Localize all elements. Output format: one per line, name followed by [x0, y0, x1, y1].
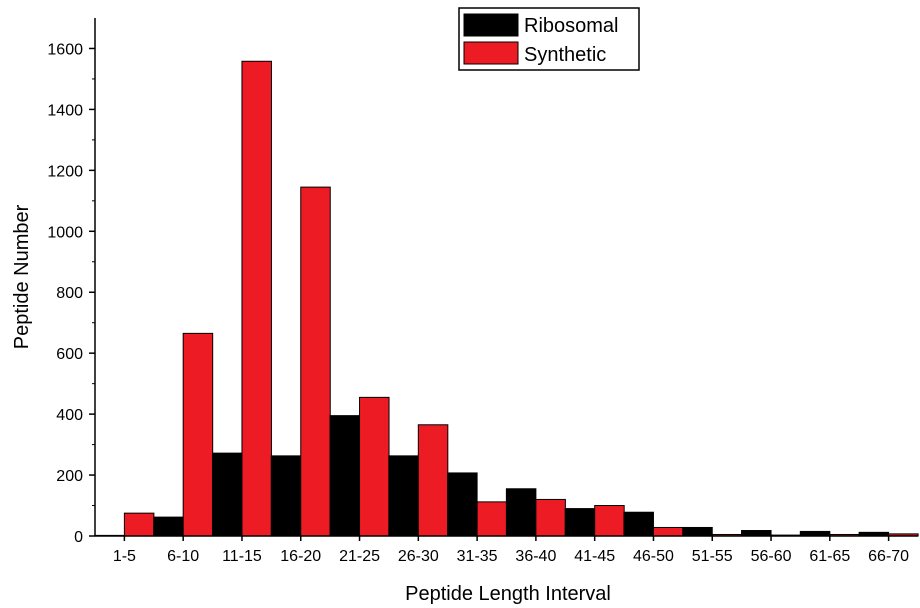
bar-synthetic-6-10 [182, 332, 214, 537]
legend-label-ribosomal: Ribosomal [524, 15, 618, 37]
y-tick-label-1400: 1400 [47, 102, 83, 119]
x-tick-label-36-40: 36-40 [515, 548, 556, 565]
bar-synthetic-36-40 [535, 498, 566, 537]
x-tick-label-56-60: 56-60 [751, 548, 792, 565]
bar-synthetic-1-5 [123, 512, 155, 537]
x-tick-label-61-65: 61-65 [809, 548, 850, 565]
bar-ribosomal-6-10 [153, 516, 184, 537]
y-tick-label-1200: 1200 [47, 163, 83, 180]
bar-ribosomal-11-15 [211, 452, 243, 537]
bar-synthetic-21-25 [359, 396, 390, 537]
x-tick-label-1-5: 1-5 [113, 548, 136, 565]
x-tick-label-41-45: 41-45 [574, 548, 615, 565]
bar-ribosomal-56-60 [741, 530, 772, 537]
bar-synthetic-11-15 [241, 60, 272, 537]
x-tick-label-66-70: 66-70 [868, 548, 909, 565]
bar-ribosomal-36-40 [505, 488, 537, 537]
y-axis-title: Peptide Number [11, 204, 33, 349]
y-tick-label-600: 600 [56, 346, 83, 363]
bar-ribosomal-51-55 [682, 526, 713, 537]
bar-synthetic-46-50 [652, 526, 684, 537]
y-tick-label-0: 0 [74, 529, 83, 546]
axes-layer [94, 18, 918, 537]
bar-ribosomal-46-50 [623, 511, 654, 537]
y-tick-label-800: 800 [56, 285, 83, 302]
x-axis-title: Peptide Length Interval [405, 583, 611, 605]
x-tick-label-46-50: 46-50 [633, 548, 674, 565]
legend-label-synthetic: Synthetic [524, 44, 606, 66]
bar-ribosomal-21-25 [329, 415, 361, 537]
bar-synthetic-16-20 [300, 186, 331, 537]
legend: Ribosomal Synthetic [458, 7, 640, 71]
x-tick-label-11-15: 11-15 [222, 548, 262, 565]
x-tick-label-26-30: 26-30 [398, 548, 439, 565]
y-ticks: 0 200 400 600 800 1000 1200 1400 1600 [47, 41, 95, 546]
x-tick-label-51-55: 51-55 [692, 548, 733, 565]
x-ticks: 1-5 6-10 11-15 16-20 21-25 26-30 31-35 36-40 41-… [113, 536, 909, 565]
bar-synthetic-41-45 [594, 505, 625, 537]
x-tick-label-21-25: 21-25 [339, 548, 380, 565]
y-tick-label-1000: 1000 [47, 224, 83, 241]
bar-ribosomal-41-45 [564, 508, 596, 537]
bar-ribosomal-31-35 [447, 472, 478, 537]
y-tick-label-400: 400 [56, 407, 83, 424]
y-tick-label-200: 200 [56, 468, 83, 485]
legend-swatch-synthetic [463, 41, 519, 65]
legend-swatch-ribosomal [463, 13, 519, 37]
x-tick-label-6-10: 6-10 [167, 548, 199, 565]
x-tick-label-16-20: 16-20 [280, 548, 321, 565]
bars-layer [94, 60, 919, 537]
bar-ribosomal-16-20 [270, 455, 302, 537]
x-tick-label-31-35: 31-35 [457, 548, 498, 565]
bar-synthetic-26-30 [417, 424, 449, 537]
bar-synthetic-31-35 [476, 501, 508, 537]
bar-ribosomal-26-30 [388, 455, 419, 537]
y-tick-label-1600: 1600 [47, 41, 83, 58]
